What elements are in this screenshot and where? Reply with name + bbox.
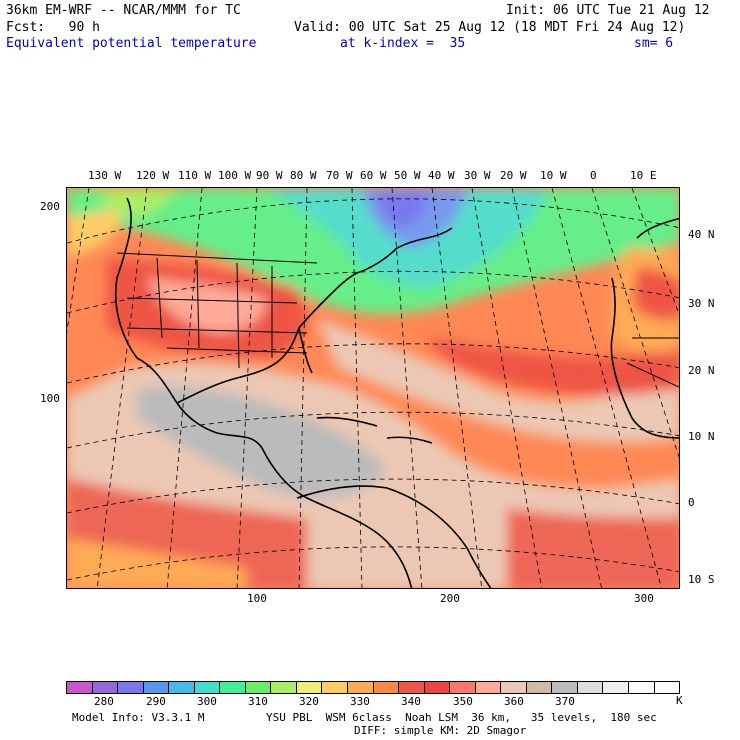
- colorbar-swatch: [220, 682, 246, 693]
- grid-bottom-label: 300: [634, 592, 654, 605]
- lon-label: 90 W: [256, 169, 283, 182]
- model-info: Model Info: V3.3.1 M: [72, 711, 205, 724]
- grid-bottom-label: 200: [440, 592, 460, 605]
- colorbar-label: 370: [555, 695, 575, 708]
- forecast-hour: Fcst: 90 h: [6, 20, 100, 35]
- colorbar-swatch: [373, 682, 400, 693]
- lon-label: 50 W: [394, 169, 421, 182]
- lon-label: 110 W: [178, 169, 212, 182]
- colorbar-swatch: [424, 682, 451, 693]
- lon-label: 10 W: [540, 169, 567, 182]
- init-time: Init: 06 UTC Tue 21 Aug 12: [506, 3, 710, 18]
- colorbar-label: 290: [146, 695, 166, 708]
- colorbar-label: 310: [248, 695, 268, 708]
- lon-label: 120 W: [136, 169, 170, 182]
- colorbar: [66, 681, 680, 694]
- colorbar-label: 350: [453, 695, 473, 708]
- grid-left-label: 200: [40, 200, 60, 213]
- grid-left-label: 100: [40, 392, 60, 405]
- colorbar-label: 280: [94, 695, 114, 708]
- colorbar-swatch: [399, 682, 425, 693]
- colorbar-swatch: [577, 682, 604, 693]
- lon-label: 20 W: [500, 169, 527, 182]
- lat-label: 30 N: [688, 297, 715, 310]
- lat-label: 40 N: [688, 228, 715, 241]
- lon-label: 0: [590, 169, 597, 182]
- lon-label: 10 E: [630, 169, 657, 182]
- colorbar-swatch: [501, 682, 527, 693]
- coastlines: [114, 197, 679, 588]
- colorbar-swatch: [526, 682, 553, 693]
- colorbar-swatch: [143, 682, 170, 693]
- colorbar-label: 320: [299, 695, 319, 708]
- colorbar-swatch: [245, 682, 272, 693]
- colorbar-swatch: [169, 682, 195, 693]
- colorbar-swatch: [322, 682, 349, 693]
- valid-time: Valid: 00 UTC Sat 25 Aug 12 (18 MDT Fri …: [294, 20, 686, 35]
- colorbar-swatch: [67, 682, 93, 693]
- lon-label: 70 W: [326, 169, 353, 182]
- colorbar-swatch: [450, 682, 476, 693]
- colorbar-swatch: [629, 682, 655, 693]
- graticule: [67, 188, 679, 588]
- lon-label: 30 W: [464, 169, 491, 182]
- lon-label: 80 W: [290, 169, 317, 182]
- lon-label: 60 W: [360, 169, 387, 182]
- colorbar-swatch: [654, 682, 680, 693]
- colorbar-swatch: [271, 682, 297, 693]
- colorbar-swatch: [296, 682, 323, 693]
- colorbar-swatch: [118, 682, 144, 693]
- colorbar-swatch: [475, 682, 502, 693]
- colorbar-swatch: [348, 682, 374, 693]
- colorbar-label: 300: [197, 695, 217, 708]
- grid-bottom-label: 100: [247, 592, 267, 605]
- lat-label: 10 N: [688, 430, 715, 443]
- colorbar-label: 330: [350, 695, 370, 708]
- political-boundaries: [116, 252, 679, 388]
- level-info: at k-index = 35: [340, 36, 466, 51]
- colorbar-swatch: [603, 682, 630, 693]
- smoothing-info: sm= 6: [634, 36, 674, 51]
- lon-label: 100 W: [218, 169, 252, 182]
- map-canvas: [67, 188, 679, 588]
- lat-label: 10 S: [688, 573, 715, 586]
- colorbar-unit: K: [676, 694, 683, 707]
- lat-label: 20 N: [688, 364, 715, 377]
- physics-info: YSU PBL WSM 6class Noah LSM 36 km, 35 le…: [266, 711, 657, 724]
- colorbar-swatch: [92, 682, 119, 693]
- lat-label: 0: [688, 496, 695, 509]
- colorbar-swatch: [194, 682, 221, 693]
- lon-label: 130 W: [88, 169, 122, 182]
- lon-label: 40 W: [428, 169, 455, 182]
- colorbar-label: 360: [504, 695, 524, 708]
- colorbar-swatch: [552, 682, 578, 693]
- model-title: 36km EM-WRF -- NCAR/MMM for TC: [6, 3, 241, 18]
- field-shading: [67, 188, 679, 588]
- field-name: Equivalent potential temperature: [6, 36, 257, 51]
- diffusion-info: DIFF: simple KM: 2D Smagor: [354, 724, 527, 737]
- colorbar-label: 340: [401, 695, 421, 708]
- map-panel: [66, 187, 680, 589]
